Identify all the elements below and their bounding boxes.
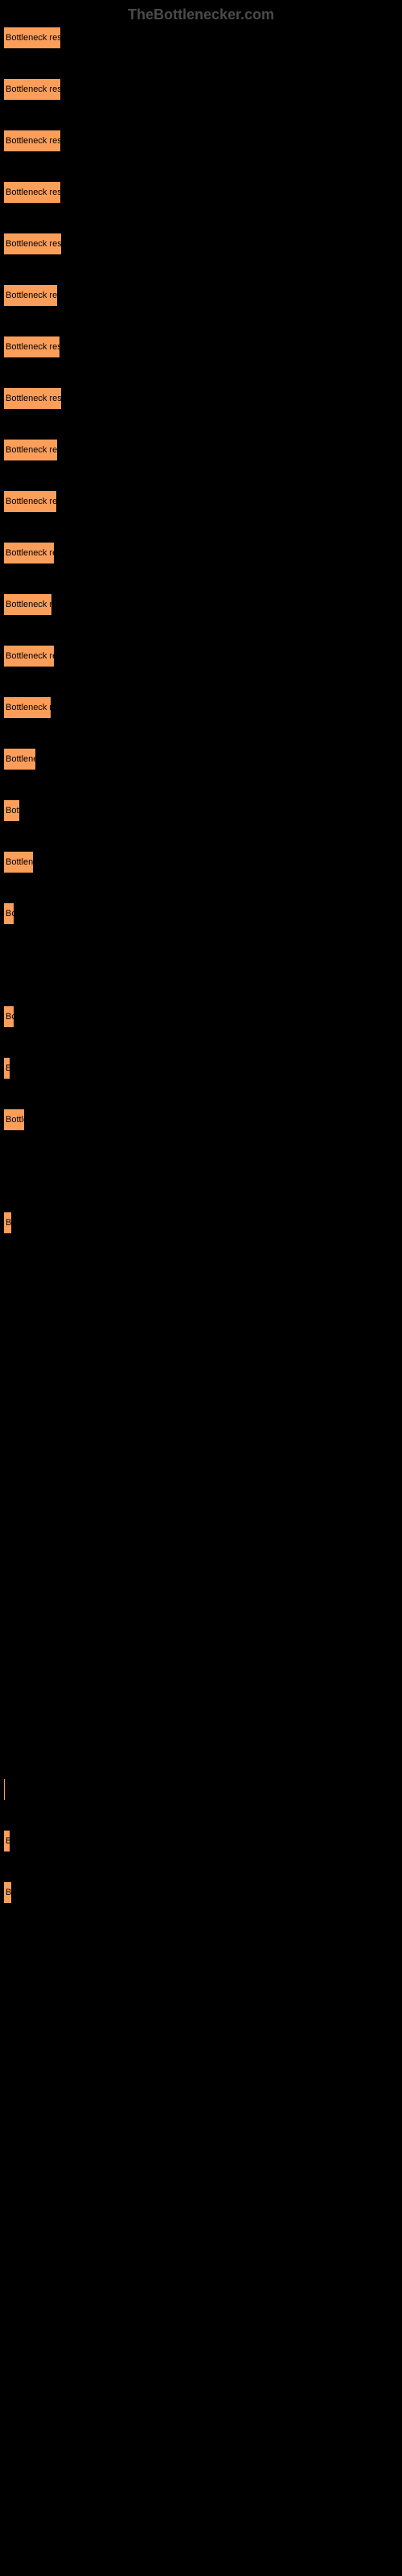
bar-row — [3, 1624, 399, 1646]
bar-label: Bottleneck result — [6, 85, 61, 94]
chart-bar: Bottleneck result — [3, 130, 61, 152]
bar-label: B — [6, 1063, 10, 1073]
chart-bar: B — [3, 1212, 12, 1234]
bar-row — [3, 1778, 399, 1801]
chart-bar: Bo — [3, 1005, 14, 1028]
bar-row: Bottlenec — [3, 748, 399, 770]
bar-row: Bottleneck result — [3, 130, 399, 152]
bar-row: Bo — [3, 902, 399, 925]
bar-row — [3, 954, 399, 976]
bar-row — [3, 1366, 399, 1389]
bar-row: Bottle — [3, 1108, 399, 1131]
bar-label: Bottleneck result — [6, 394, 62, 403]
bar-row — [3, 1572, 399, 1595]
bar-label: Bo — [6, 909, 14, 919]
chart-bar — [3, 1778, 6, 1801]
bar-label: Bottleneck resu — [6, 497, 57, 506]
bar-label: B — [6, 1218, 11, 1228]
bar-row: Bottleneck result — [3, 27, 399, 49]
bar-label: Bo — [6, 1012, 14, 1022]
bar-row — [3, 1160, 399, 1183]
chart-bar: Bottleneck resu — [3, 490, 57, 513]
bar-row — [3, 1469, 399, 1492]
bar-label: B — [6, 1836, 10, 1846]
bar-label: Bottleneck result — [6, 33, 61, 43]
bar-row: Bottleneck resu — [3, 284, 399, 307]
chart-bar: Bottleneck result — [3, 27, 61, 49]
bar-label: Bottlene — [6, 857, 34, 867]
bar-row: B — [3, 1881, 399, 1904]
bar-row: Bottleneck res — [3, 645, 399, 667]
chart-bar: Bottleneck result — [3, 181, 61, 204]
bar-label: Bottleneck re — [6, 703, 51, 712]
bar-row — [3, 1675, 399, 1698]
bar-row: Bottleneck result — [3, 233, 399, 255]
chart-bar: Bottleneck result — [3, 78, 61, 101]
bar-row — [3, 1418, 399, 1440]
bar-row: Bottleneck result — [3, 336, 399, 358]
chart-bar: Bottle — [3, 1108, 25, 1131]
chart-bar: B — [3, 1881, 12, 1904]
bar-row: Bo — [3, 1005, 399, 1028]
bar-chart: Bottleneck result Bottleneck result Bottle… — [0, 27, 402, 1955]
bar-label: Bottleneck result — [6, 342, 60, 352]
chart-bar: Bottleneck resu — [3, 542, 55, 564]
bar-label: Bottleneck resu — [6, 291, 58, 300]
bar-row: B — [3, 1057, 399, 1080]
bar-row: Bottleneck res — [3, 593, 399, 616]
bar-label: Bottleneck resu — [6, 445, 58, 455]
bar-row — [3, 1521, 399, 1543]
chart-bar: Bottleneck res — [3, 645, 55, 667]
chart-bar: Bo — [3, 902, 14, 925]
bar-row: Bottleneck resu — [3, 542, 399, 564]
bar-label: Bottle — [6, 1115, 25, 1125]
bar-row: Bottlene — [3, 851, 399, 873]
chart-bar: Bottleneck result — [3, 336, 60, 358]
bar-row — [3, 1933, 399, 1955]
bar-label: Bottleneck result — [6, 239, 62, 249]
chart-bar: Bott — [3, 799, 20, 822]
bar-label: Bottleneck result — [6, 136, 61, 146]
bar-label: Bottleneck resu — [6, 548, 55, 558]
bar-label: Bottleneck res — [6, 651, 55, 661]
bar-label: Bott — [6, 806, 20, 815]
bar-row: Bottleneck resu — [3, 490, 399, 513]
chart-bar: B — [3, 1830, 10, 1852]
chart-bar — [3, 1675, 5, 1698]
bar-label: Bottlenec — [6, 754, 36, 764]
chart-bar: Bottleneck resu — [3, 439, 58, 461]
chart-bar: Bottleneck result — [3, 233, 62, 255]
bar-row — [3, 1315, 399, 1337]
chart-bar: Bottleneck result — [3, 387, 62, 410]
bar-row: Bottleneck result — [3, 78, 399, 101]
bar-label: Bottleneck res — [6, 600, 52, 609]
watermark: TheBottlenecker.com — [0, 0, 402, 27]
bar-row: B — [3, 1830, 399, 1852]
chart-bar: Bottlenec — [3, 748, 36, 770]
bar-row: Bottleneck re — [3, 696, 399, 719]
bar-label: Bottleneck result — [6, 188, 61, 197]
bar-row: B — [3, 1212, 399, 1234]
bar-row — [3, 1263, 399, 1286]
bar-label: B — [6, 1888, 11, 1897]
bar-row: Bottleneck result — [3, 181, 399, 204]
bar-row — [3, 1727, 399, 1749]
chart-bar: Bottlene — [3, 851, 34, 873]
watermark-text: TheBottlenecker.com — [128, 6, 274, 23]
bar-row: Bottleneck resu — [3, 439, 399, 461]
chart-bar: Bottleneck resu — [3, 284, 58, 307]
bar-row: Bott — [3, 799, 399, 822]
chart-bar: Bottleneck re — [3, 696, 51, 719]
chart-bar: B — [3, 1057, 10, 1080]
chart-bar: Bottleneck res — [3, 593, 52, 616]
bar-row: Bottleneck result — [3, 387, 399, 410]
